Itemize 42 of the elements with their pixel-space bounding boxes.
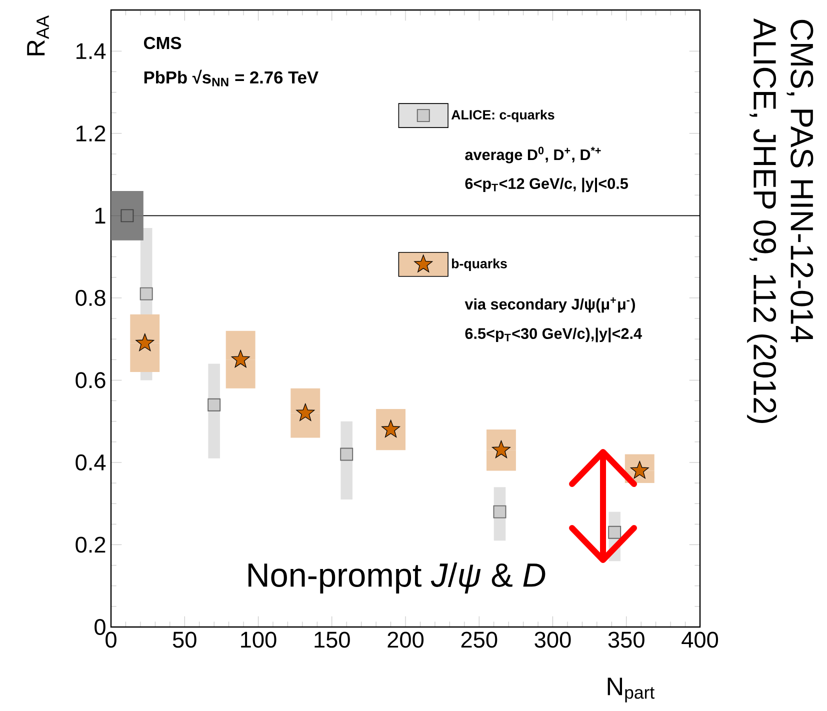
text: CMS, PAS HIN-12-014 <box>786 20 814 342</box>
x-tick-label: 400 <box>682 632 718 648</box>
x-tick-label: 250 <box>461 632 498 648</box>
annotation: via secondary J/ψ(μ$^{+}$μ$^{-}$) <box>464 297 635 313</box>
x-tick-label: 150 <box>314 632 350 648</box>
text: ALICE, JHEP 09, 112 (2012) <box>747 18 777 423</box>
annotation: PbPb √s$_{NN}$ = 2.76 TeV <box>144 70 318 86</box>
annotation: 6.5<p$_{T}$<30 GeV/c),|y|<2.4 <box>465 328 642 342</box>
annotation: average D$^{0}$, D$^{+}$, D$^{*+}$ <box>465 146 601 164</box>
x-tick-label: 300 <box>534 632 571 648</box>
y-tick-label: 0.8 <box>76 290 106 306</box>
point <box>140 287 153 300</box>
annotation: CMS <box>144 36 182 50</box>
point <box>296 403 315 421</box>
point <box>608 526 622 539</box>
x-tick-label: 50 <box>172 632 196 648</box>
point <box>493 505 506 518</box>
y-tick-label: 0.6 <box>76 372 106 388</box>
point <box>120 209 134 222</box>
legend-label: b-quarks <box>452 258 507 271</box>
y-axis-title: R$_{AA}$ <box>27 15 49 56</box>
y-tick-label: 0 <box>94 618 106 636</box>
y-tick-label: 0.2 <box>76 536 106 553</box>
point <box>208 398 221 412</box>
x-tick-label: 350 <box>608 632 644 648</box>
point <box>136 334 154 352</box>
x-tick-label: 200 <box>388 632 424 648</box>
x-tick-label: 0 <box>106 632 116 648</box>
y-tick-label: 0.4 <box>76 454 106 470</box>
annotation: 6<p$_{T}$<12 GeV/c, |y|<0.5 <box>465 178 628 192</box>
point <box>492 440 510 458</box>
y-tick-label: 1.4 <box>76 43 106 59</box>
x-axis-title: N$_{part}$ <box>608 678 654 702</box>
x-tick-label: 100 <box>241 632 276 648</box>
point <box>231 350 250 368</box>
point <box>340 448 354 461</box>
point <box>630 461 649 479</box>
point <box>382 420 400 438</box>
y-tick-label: 1.2 <box>76 125 106 142</box>
legend-label: ALICE: c-quarks <box>451 110 554 122</box>
y-tick-label: 1 <box>95 208 106 224</box>
annotation: Non-prompt J/ψ & D <box>248 562 546 594</box>
